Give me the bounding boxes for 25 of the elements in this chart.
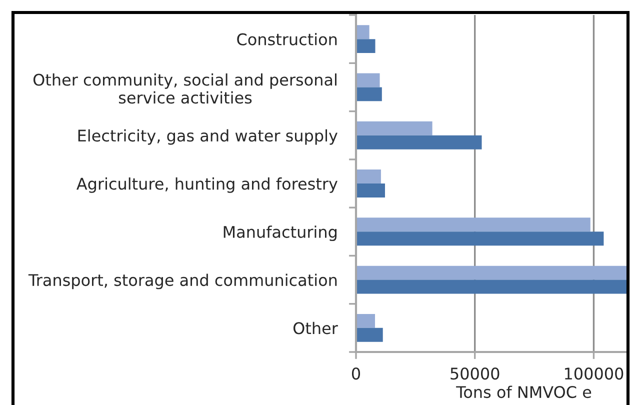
bar (356, 135, 482, 150)
bar (356, 39, 376, 54)
y-tick-label: Agriculture, hunting and forestry (76, 177, 338, 193)
y-tick-label: Manufacturing (224, 226, 336, 242)
bar (356, 280, 627, 294)
bar (356, 121, 432, 136)
bar (356, 184, 385, 198)
x-tick-label: 100000 (564, 368, 624, 380)
x-axis-title: Tons of NMVOC e (456, 386, 592, 398)
bar (356, 170, 381, 184)
bar (356, 328, 383, 342)
bar (356, 25, 370, 40)
y-tick-label: Other community, social and personal service activities (33, 73, 336, 104)
bar (356, 314, 376, 328)
x-tick-label: 0 (352, 368, 360, 380)
y-tick-label: Electricity, gas and water supply (78, 129, 338, 145)
bar (356, 73, 380, 88)
y-tick-label: Other (293, 322, 338, 334)
bar (356, 266, 627, 280)
x-tick-label: 50000 (450, 368, 500, 380)
y-tick-label: Transport, storage and communication (28, 274, 337, 290)
y-tick-label: Construction (237, 33, 337, 46)
bar (356, 218, 590, 232)
bar (356, 87, 382, 102)
bar (356, 232, 604, 246)
